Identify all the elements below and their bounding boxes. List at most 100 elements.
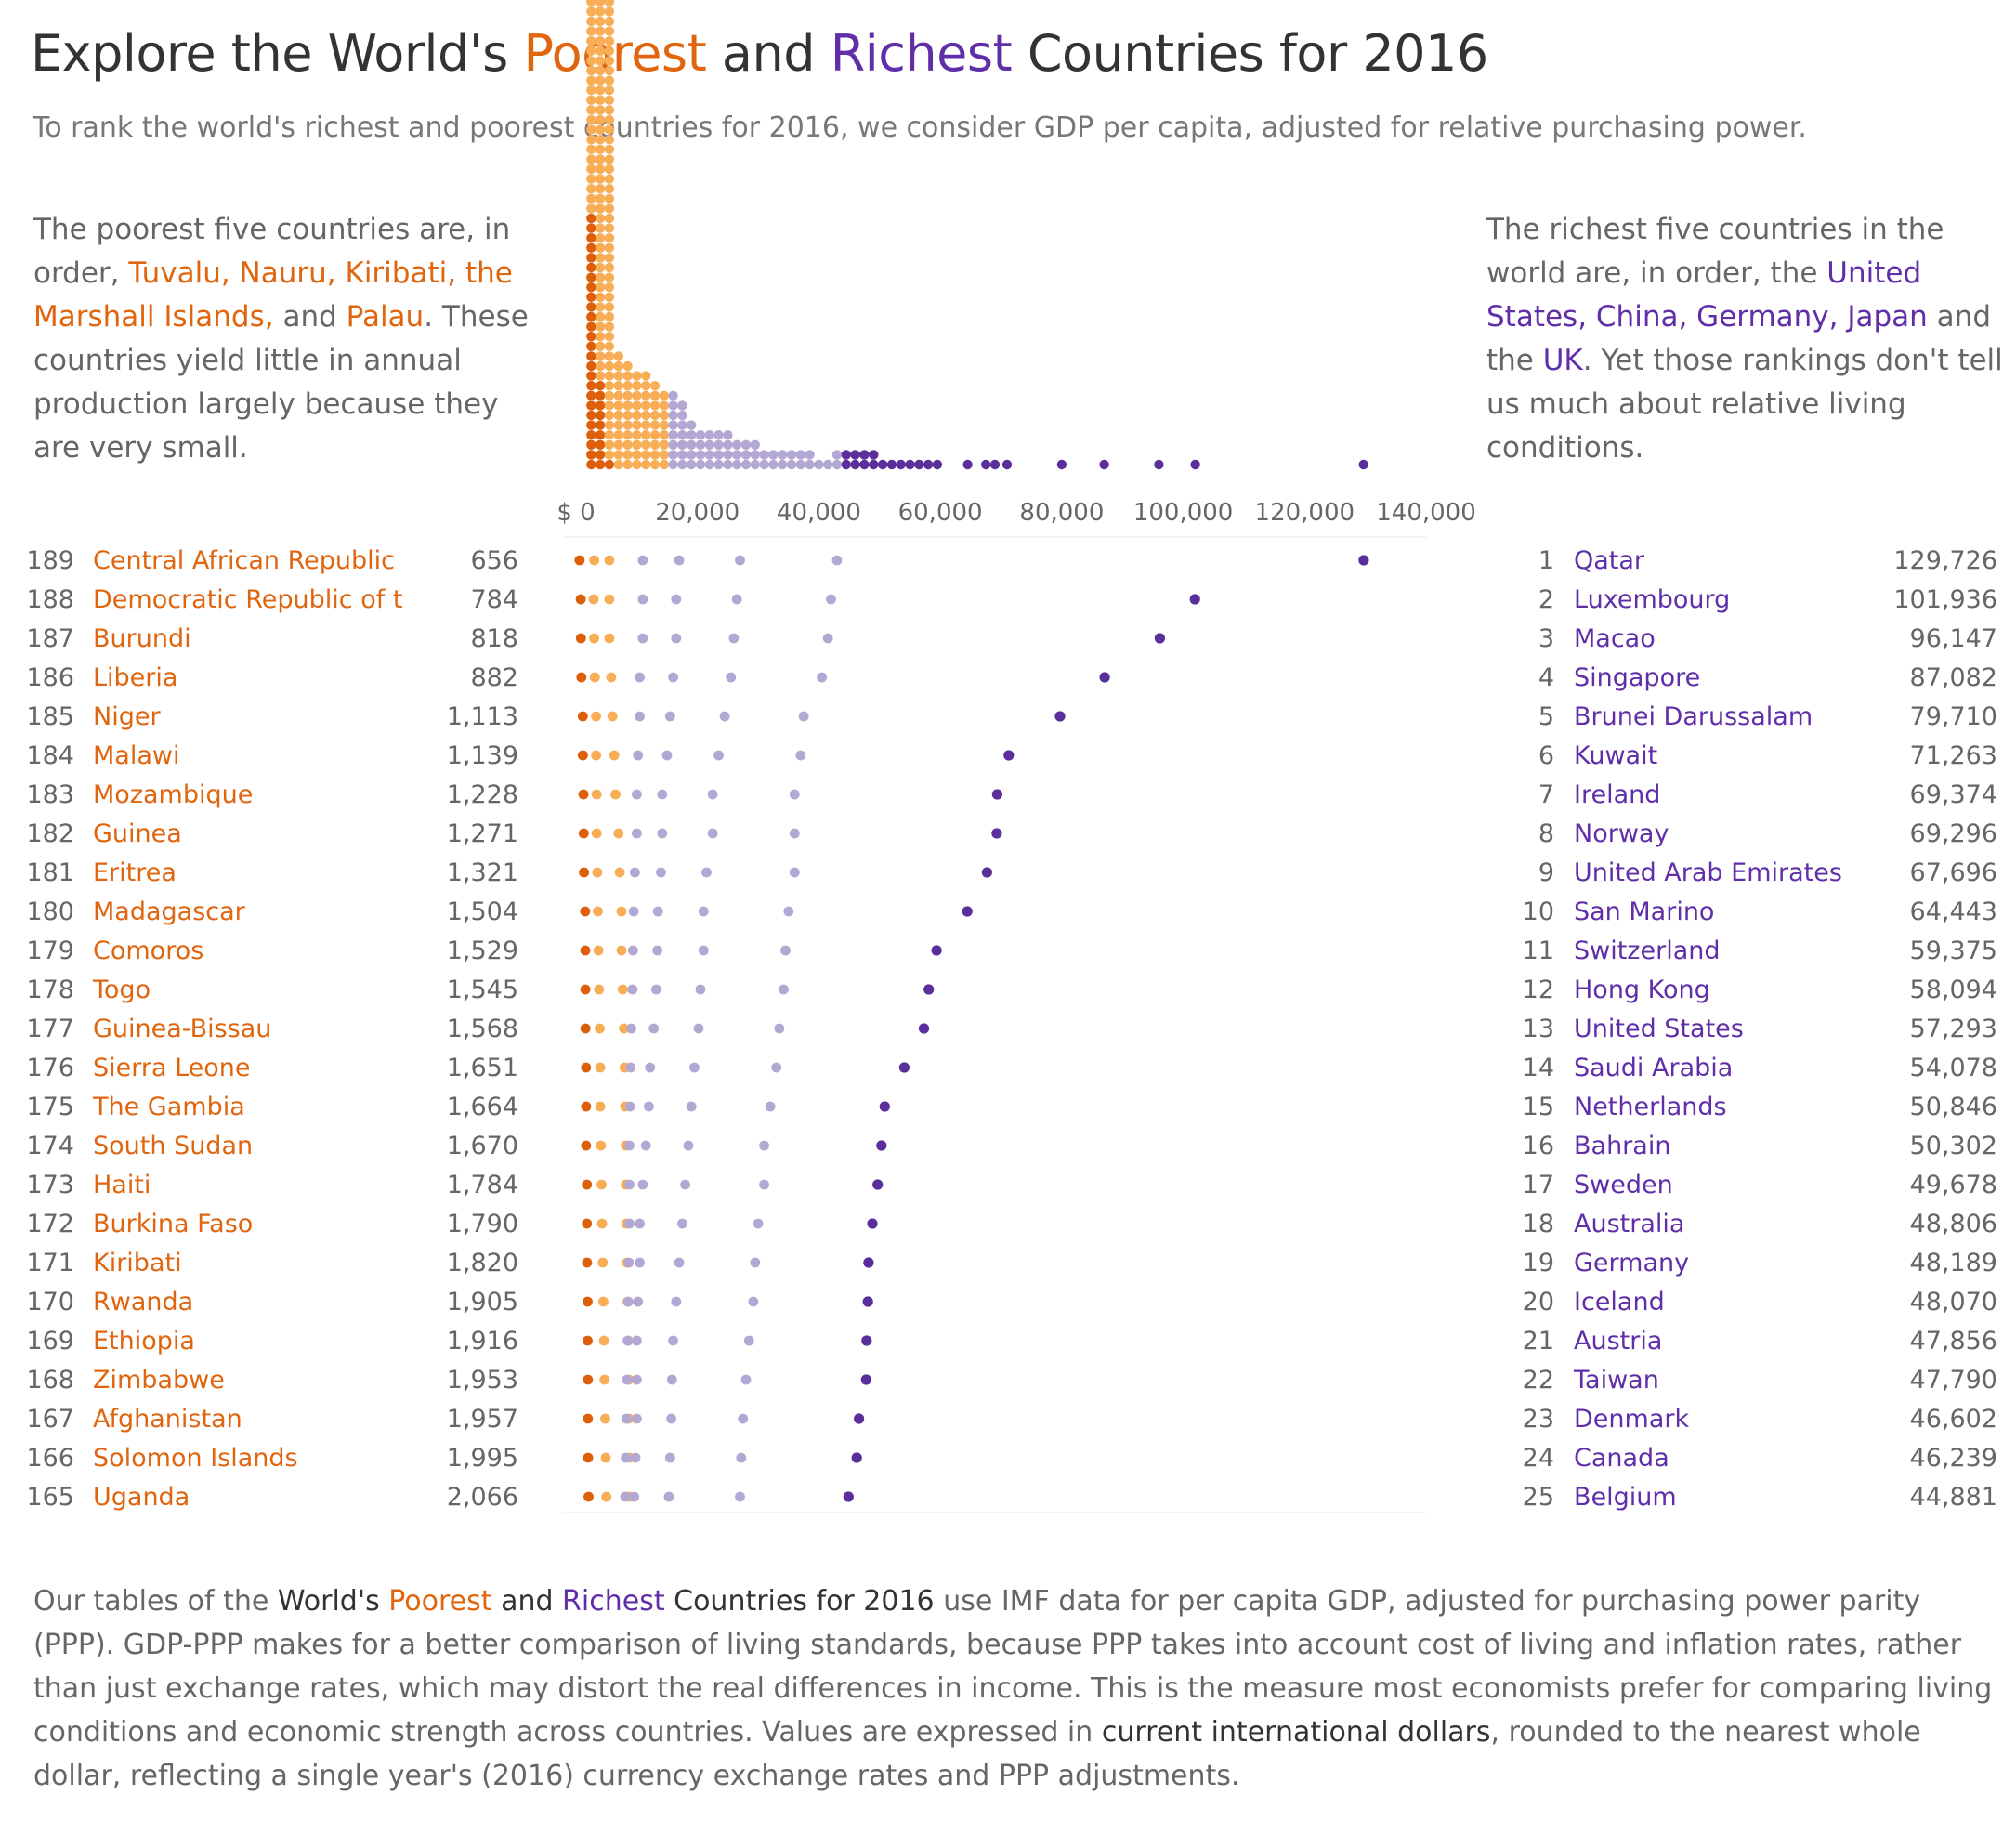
row-dot-richest [863,1257,874,1268]
histogram-dot [704,439,714,450]
row-dot [609,750,620,761]
row-dot [583,1452,594,1463]
histogram-dot [859,459,870,470]
histogram-dot [586,193,596,203]
poorest-value: 1,957 [447,1405,518,1434]
histogram-dot [586,36,596,46]
row-dot [600,1413,610,1424]
row-dot-richest [1189,594,1200,605]
histogram-dot [586,341,596,351]
histogram-dot [595,75,606,85]
row-dot [623,1257,635,1268]
histogram-dot [713,450,724,460]
histogram-dot [586,0,596,7]
histogram-dot [595,439,606,450]
histogram-dot [586,439,596,450]
histogram-dot [595,223,606,233]
histogram-dot [677,450,687,460]
richest-country-name: Norway [1574,819,1669,848]
histogram-dot [659,439,669,450]
poorest-value: 1,545 [447,976,518,1004]
poorest-country-name: Madagascar [93,897,246,926]
row-dot [789,789,800,800]
row-dot [614,867,625,878]
row-dot [582,1218,593,1229]
row-dot [826,594,836,605]
row-dot [664,1452,675,1463]
row-dot [789,828,800,839]
histogram-dot [613,439,623,450]
richest-country-name: San Marino [1574,897,1714,926]
poorest-value: 1,139 [447,741,518,770]
row-dot [617,984,628,995]
title-text: and [706,24,831,83]
row-dot [726,672,737,683]
row-dot [595,1062,606,1073]
histogram-dot [586,203,596,214]
row-dot [577,711,588,722]
row-dot-richest [931,945,942,956]
histogram-dot [704,450,714,460]
histogram-dot [1056,459,1067,470]
intro-text: and [273,300,347,334]
poorest-value: 1,113 [447,702,518,731]
richest-country-name: Qatar [1574,546,1645,575]
histogram-dot [595,56,606,66]
poorest-country-name: Guinea-Bissau [93,1015,271,1043]
poorest-rank: 165 [26,1483,74,1512]
histogram-dot [595,332,606,342]
intro-richest: The richest five countries in the world … [1486,208,2007,470]
histogram-dot [595,302,606,312]
histogram-dot [595,360,606,372]
poorest-value: 1,995 [447,1444,518,1473]
row-dot [620,1491,631,1502]
row-dot [765,1101,776,1112]
row-dot [630,867,640,878]
histogram-dot [595,311,606,322]
histogram-dot [613,371,623,381]
row-dot [604,594,615,605]
histogram-dot [586,360,596,372]
histogram-dot [586,430,596,440]
histogram-dot [704,459,714,470]
histogram-dot [989,459,1001,470]
histogram-dot [740,459,752,470]
poorest-country-name: Central African Republic [93,546,395,575]
poorest-value: 1,953 [447,1366,518,1395]
histogram-dot [668,459,678,470]
histogram-dot [677,459,687,470]
histogram-dot [695,450,706,460]
histogram-dot [859,450,870,460]
histogram-dot [595,450,606,460]
histogram-dot [604,400,615,411]
richest-country-name: Belgium [1574,1483,1677,1512]
row-dot [831,555,843,566]
histogram-dot [586,56,596,66]
richest-rank: 11 [1523,937,1554,965]
poorest-value: 1,664 [447,1093,518,1121]
row-dot [598,1335,609,1346]
richest-country-name: Canada [1574,1444,1669,1473]
richest-rank: 25 [1523,1483,1554,1512]
histogram-dot [595,430,606,440]
poorest-rank: 188 [26,585,74,614]
histogram-dot [687,450,697,460]
histogram-dot [622,371,633,381]
poorest-rank: 182 [26,819,74,848]
row-dot [581,1101,592,1112]
histogram-dot [595,124,606,135]
poorest-country-name: Guinea [93,819,182,848]
richest-value: 44,881 [1910,1483,1997,1512]
histogram-dot [677,439,687,450]
footer-link-text[interactable]: current international dollars [1101,1716,1491,1749]
histogram-dot [632,390,642,400]
histogram-dot [595,282,606,293]
histogram-dot [604,321,615,332]
row-dot [695,984,706,995]
histogram-dot [604,154,615,164]
histogram-dot [613,410,623,421]
row-dot [686,1101,697,1112]
histogram-dot [632,459,642,470]
row-dot [574,555,585,566]
row-dot [780,945,791,956]
